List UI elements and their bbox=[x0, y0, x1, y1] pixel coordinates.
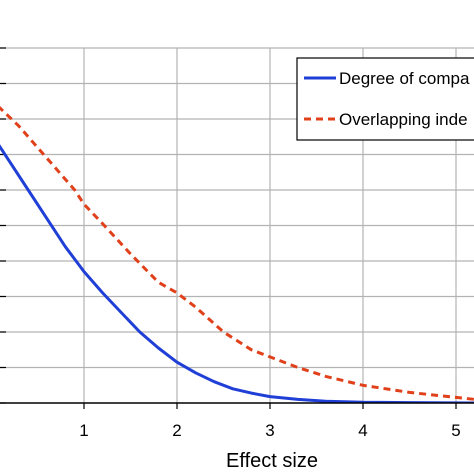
x-tick-label-1: 1 bbox=[79, 421, 88, 440]
x-tick-label-3: 3 bbox=[265, 421, 274, 440]
legend-label-degree-of-compa: Degree of compa bbox=[339, 69, 470, 88]
legend-label-overlapping-index: Overlapping inde bbox=[339, 110, 468, 129]
x-tick-label-5: 5 bbox=[451, 421, 460, 440]
series-line-degree-of-compa bbox=[0, 144, 474, 403]
x-axis-ticks: 1 2 3 4 5 bbox=[79, 403, 461, 440]
x-tick-label-2: 2 bbox=[172, 421, 181, 440]
legend: Degree of compa Overlapping inde bbox=[296, 57, 474, 141]
x-tick-label-4: 4 bbox=[358, 421, 367, 440]
legend-box bbox=[296, 57, 474, 141]
series-line-overlapping-index bbox=[0, 106, 474, 401]
x-axis-title: Effect size bbox=[226, 450, 318, 472]
series-lines bbox=[0, 106, 474, 403]
